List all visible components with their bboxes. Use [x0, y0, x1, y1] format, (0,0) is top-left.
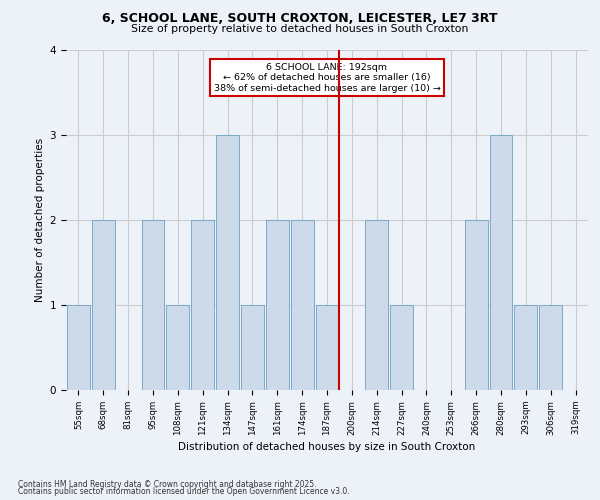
- Bar: [166, 305, 189, 390]
- Bar: [291, 220, 314, 390]
- Text: Size of property relative to detached houses in South Croxton: Size of property relative to detached ho…: [131, 24, 469, 34]
- Text: 6, SCHOOL LANE, SOUTH CROXTON, LEICESTER, LE7 3RT: 6, SCHOOL LANE, SOUTH CROXTON, LEICESTER…: [102, 12, 498, 26]
- Text: Contains HM Land Registry data © Crown copyright and database right 2025.: Contains HM Land Registry data © Crown c…: [18, 480, 317, 489]
- Bar: [241, 305, 264, 390]
- Bar: [92, 220, 115, 390]
- Bar: [539, 305, 562, 390]
- Bar: [67, 305, 90, 390]
- Y-axis label: Number of detached properties: Number of detached properties: [35, 138, 46, 302]
- Bar: [191, 220, 214, 390]
- Bar: [514, 305, 537, 390]
- X-axis label: Distribution of detached houses by size in South Croxton: Distribution of detached houses by size …: [178, 442, 476, 452]
- Bar: [266, 220, 289, 390]
- Bar: [390, 305, 413, 390]
- Text: Contains public sector information licensed under the Open Government Licence v3: Contains public sector information licen…: [18, 487, 350, 496]
- Bar: [465, 220, 488, 390]
- Bar: [142, 220, 164, 390]
- Bar: [316, 305, 338, 390]
- Bar: [216, 135, 239, 390]
- Bar: [490, 135, 512, 390]
- Bar: [365, 220, 388, 390]
- Text: 6 SCHOOL LANE: 192sqm
← 62% of detached houses are smaller (16)
38% of semi-deta: 6 SCHOOL LANE: 192sqm ← 62% of detached …: [214, 62, 440, 92]
